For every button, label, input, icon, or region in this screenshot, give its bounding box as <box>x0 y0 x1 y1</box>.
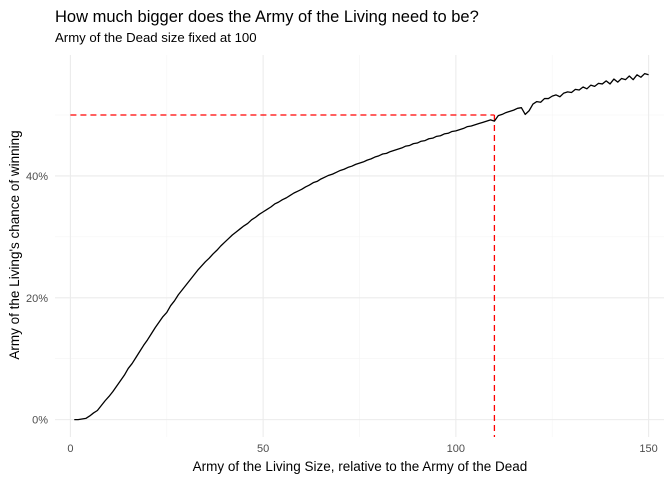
y-tick-label: 0% <box>32 415 48 427</box>
x-tick-label: 0 <box>67 443 73 455</box>
series-line <box>74 72 649 421</box>
x-axis-title: Army of the Living Size, relative to the… <box>193 459 528 474</box>
y-axis-title: Army of the Living's chance of winning <box>7 130 22 359</box>
y-tick-label: 20% <box>26 293 48 305</box>
x-tick-label: 100 <box>447 443 465 455</box>
x-tick-label: 150 <box>639 443 657 455</box>
y-tick-label: 40% <box>26 171 48 183</box>
plot-area: 0 50 100 150 0% 20% 40% <box>26 55 664 455</box>
chart-title: How much bigger does the Army of the Liv… <box>55 8 479 26</box>
x-tick-label: 50 <box>257 443 269 455</box>
chart-subtitle: Army of the Dead size fixed at 100 <box>55 30 257 45</box>
